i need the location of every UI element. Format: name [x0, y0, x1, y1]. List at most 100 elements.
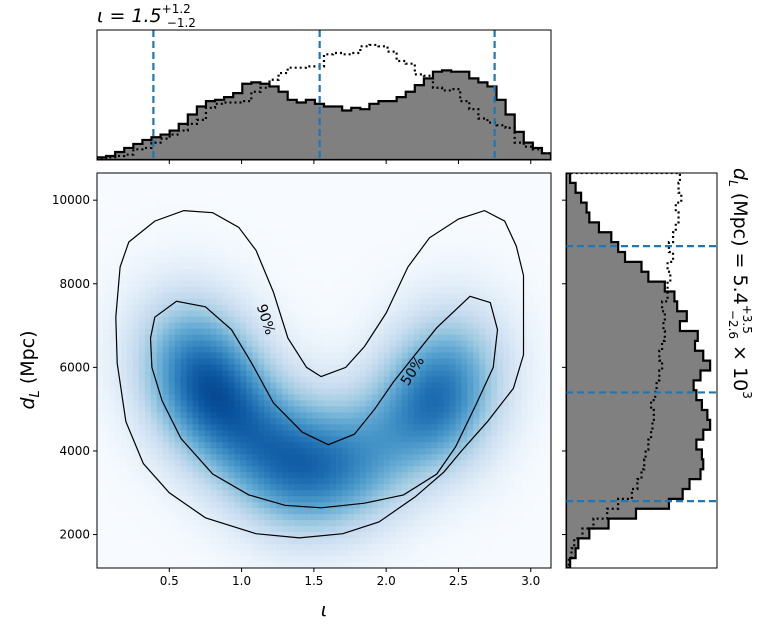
heatmap-cell: [288, 490, 295, 497]
heatmap-cell: [347, 496, 355, 503]
heatmap-cell: [353, 412, 361, 419]
heatmap-cell: [174, 436, 182, 443]
heatmap-cell: [282, 322, 289, 330]
heatmap-cell: [359, 196, 367, 204]
heatmap-cell: [282, 268, 289, 276]
heatmap-cell: [329, 292, 337, 300]
heatmap-cell: [282, 466, 289, 473]
heatmap-cell: [204, 370, 212, 378]
heatmap-cell: [126, 520, 134, 527]
heatmap-cell: [246, 220, 253, 228]
heatmap-cell: [162, 340, 170, 348]
heatmap-cell: [491, 514, 498, 521]
heatmap-cell: [97, 328, 104, 336]
heatmap-cell: [485, 550, 492, 557]
heatmap-cell: [228, 448, 235, 455]
heatmap-cell: [282, 484, 289, 491]
heatmap-cell: [174, 532, 182, 539]
heatmap-cell: [521, 226, 528, 234]
heatmap-cell: [503, 400, 510, 407]
heatmap-cell: [353, 262, 361, 270]
heatmap-cell: [312, 418, 319, 425]
heatmap-cell: [204, 538, 212, 545]
heatmap-cell: [491, 232, 498, 240]
heatmap-cell: [461, 556, 468, 563]
heatmap-cell: [108, 220, 116, 228]
heatmap-cell: [473, 370, 480, 378]
heatmap-cell: [264, 406, 271, 413]
heatmap-cell: [228, 292, 235, 300]
heatmap-cell: [300, 550, 307, 557]
heatmap-cell: [329, 460, 337, 467]
heatmap-cell: [102, 502, 110, 509]
heatmap-cell: [120, 268, 128, 276]
heatmap-cell: [300, 274, 307, 282]
heatmap-cell: [222, 196, 230, 204]
heatmap-cell: [264, 502, 271, 509]
heatmap-cell: [521, 274, 528, 282]
heatmap-cell: [455, 268, 462, 276]
heatmap-cell: [97, 352, 104, 360]
heatmap-cell: [234, 430, 241, 437]
heatmap-cell: [168, 550, 176, 557]
heatmap-cell: [216, 184, 224, 192]
heatmap-cell: [270, 286, 277, 294]
heatmap-cell: [395, 412, 403, 419]
heatmap-cell: [527, 394, 534, 402]
heatmap-cell: [485, 478, 492, 485]
heatmap-cell: [192, 538, 200, 545]
heatmap-cell: [497, 442, 504, 449]
heatmap-cell: [300, 322, 307, 330]
heatmap-cell: [264, 484, 271, 491]
heatmap-cell: [431, 490, 439, 497]
heatmap-cell: [324, 274, 331, 282]
heatmap-cell: [108, 526, 116, 533]
heatmap-cell: [222, 460, 230, 467]
heatmap-cell: [425, 328, 433, 336]
heatmap-cell: [425, 454, 433, 461]
heatmap-cell: [258, 562, 265, 568]
heatmap-cell: [240, 400, 247, 407]
heatmap-cell: [324, 256, 331, 264]
heatmap-cell: [138, 202, 146, 210]
heatmap-cell: [108, 388, 116, 396]
heatmap-cell: [491, 340, 498, 348]
heatmap-cell: [407, 250, 415, 258]
heatmap-cell: [222, 496, 230, 503]
heatmap-cell: [485, 173, 492, 180]
heatmap-cell: [216, 226, 224, 234]
heatmap-cell: [377, 322, 385, 330]
heatmap-cell: [449, 286, 457, 294]
heatmap-cell: [509, 346, 516, 354]
heatmap-cell: [234, 442, 241, 449]
heatmap-cell: [509, 394, 516, 402]
heatmap-cell: [234, 550, 241, 557]
heatmap-cell: [335, 532, 343, 539]
heatmap-cell: [282, 460, 289, 467]
heatmap-cell: [503, 454, 510, 461]
heatmap-cell: [318, 544, 325, 551]
heatmap-cell: [539, 520, 546, 527]
heatmap-cell: [180, 526, 188, 533]
heatmap-cell: [300, 256, 307, 264]
heatmap-cell: [216, 304, 224, 312]
heatmap-cell: [395, 352, 403, 360]
heatmap-cell: [156, 256, 164, 264]
heatmap-cell: [174, 250, 182, 258]
heatmap-cell: [312, 556, 319, 563]
heatmap-cell: [240, 250, 247, 258]
heatmap-cell: [258, 394, 265, 402]
heatmap-cell: [335, 208, 343, 216]
heatmap-cell: [294, 358, 301, 366]
heatmap-cell: [228, 286, 235, 294]
heatmap-cell: [102, 316, 110, 324]
heatmap-cell: [473, 256, 480, 264]
heatmap-cell: [168, 466, 176, 473]
heatmap-cell: [359, 184, 367, 192]
heatmap-cell: [449, 412, 457, 419]
heatmap-cell: [324, 220, 331, 228]
heatmap-cell: [192, 196, 200, 204]
heatmap-cell: [132, 298, 140, 306]
heatmap-cell: [485, 496, 492, 503]
heatmap-cell: [198, 556, 206, 563]
